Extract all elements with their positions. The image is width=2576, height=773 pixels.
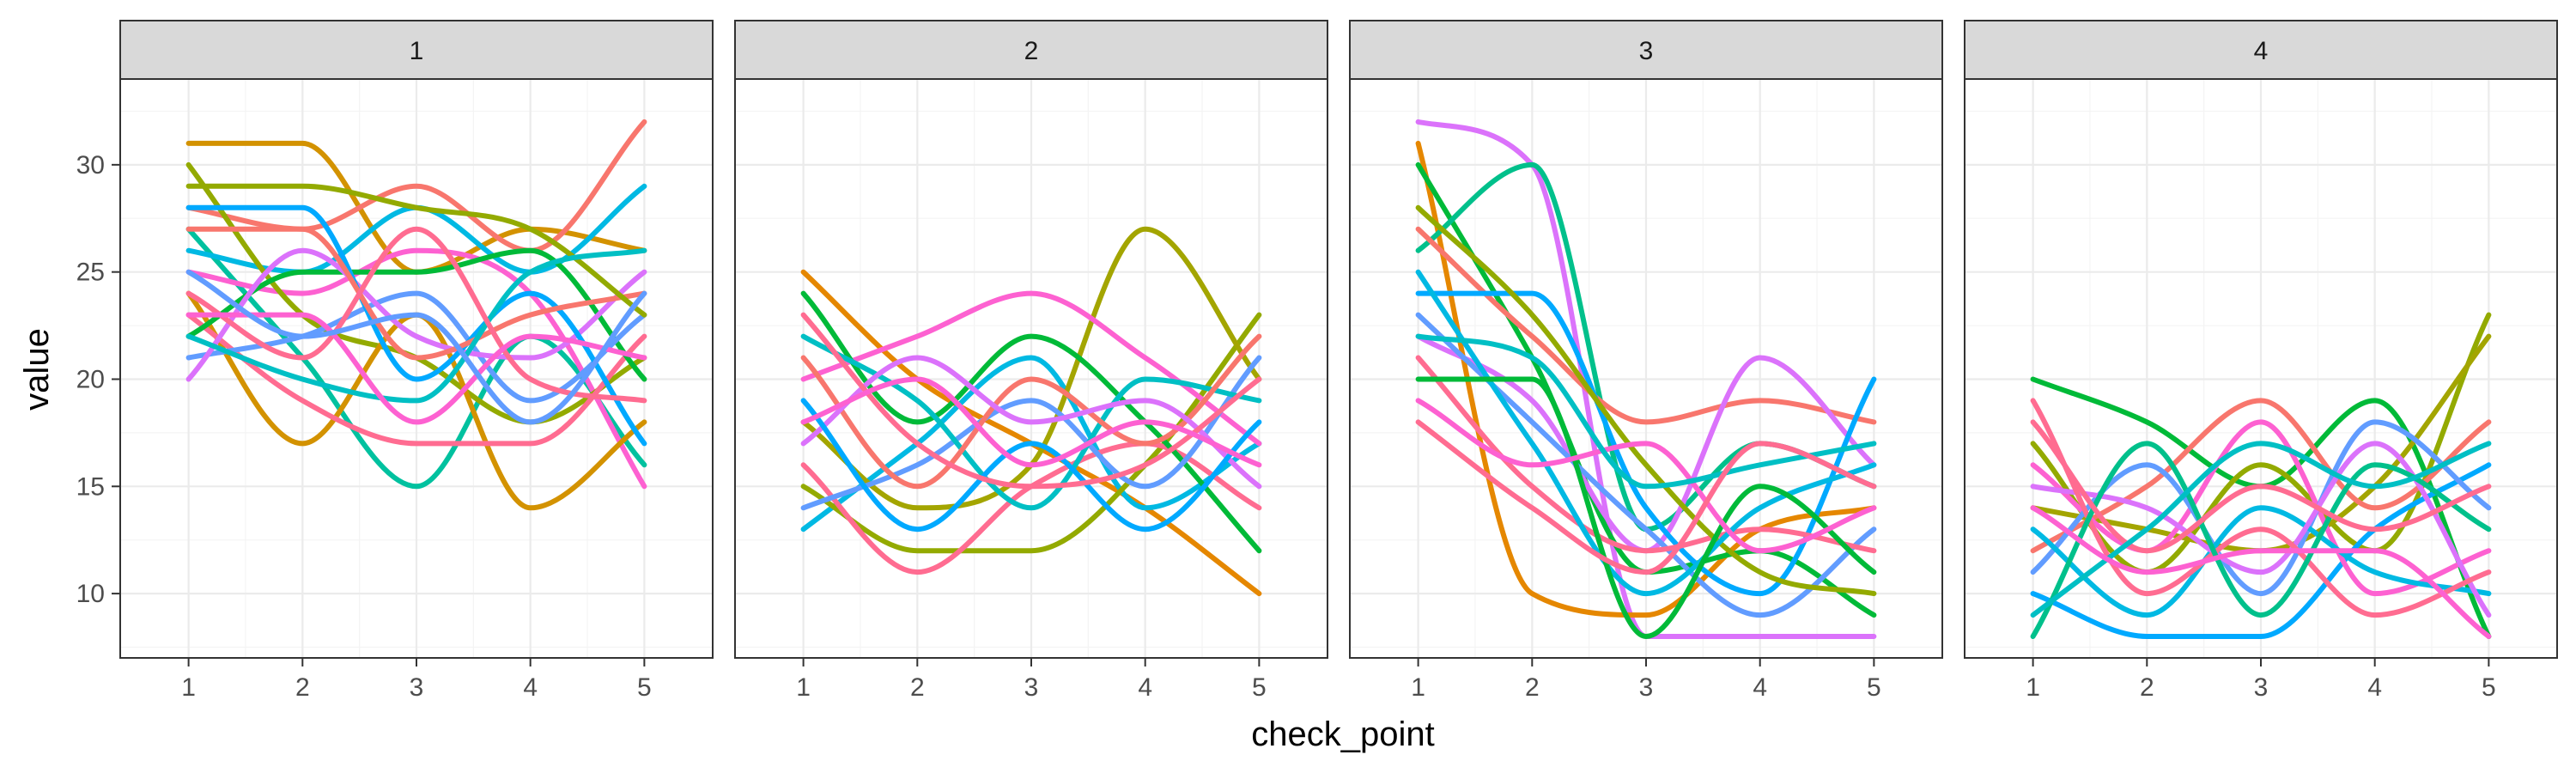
x-tick-label: 1 bbox=[796, 673, 811, 702]
series-line bbox=[800, 312, 1262, 490]
x-tick-label: 1 bbox=[181, 673, 196, 702]
panel-3: 3 1 2 3 4 5 bbox=[1349, 20, 1943, 702]
series-line bbox=[1415, 161, 1877, 618]
series-group bbox=[800, 226, 1262, 597]
x-tick-label: 2 bbox=[1525, 673, 1540, 702]
series-line bbox=[1415, 204, 1877, 597]
series-line bbox=[2030, 398, 2492, 618]
facet-strip bbox=[1964, 20, 2558, 80]
series-line bbox=[800, 376, 1262, 468]
series-line bbox=[2030, 505, 2492, 618]
series-line bbox=[185, 226, 647, 404]
series-line bbox=[185, 290, 647, 404]
panel-1: 1 1 2 3 4 5 10 15 20 25 30 bbox=[76, 20, 714, 702]
x-tick-label: 2 bbox=[2140, 673, 2154, 702]
series-line bbox=[800, 226, 1262, 511]
x-tick-label: 2 bbox=[910, 673, 925, 702]
series-line bbox=[2030, 441, 2492, 618]
series-line bbox=[185, 226, 647, 361]
x-tick-label: 5 bbox=[637, 673, 652, 702]
series-line bbox=[2030, 441, 2492, 618]
facet-strip bbox=[1349, 20, 1943, 80]
facet-strip-label: 2 bbox=[1024, 37, 1039, 65]
series-line bbox=[2030, 398, 2492, 554]
facet-strip-label: 4 bbox=[2254, 37, 2269, 65]
y-tick-label: 10 bbox=[76, 580, 105, 608]
series-line bbox=[1415, 140, 1877, 618]
series-line bbox=[800, 355, 1262, 533]
y-tick-label: 15 bbox=[76, 472, 105, 501]
series-line bbox=[800, 333, 1262, 511]
x-tick-label: 2 bbox=[295, 673, 310, 702]
panel-4: 4 1 2 3 4 5 bbox=[1964, 20, 2558, 702]
series-line bbox=[185, 312, 647, 425]
x-tick-label: 4 bbox=[1753, 673, 1767, 702]
facet-strip-label: 1 bbox=[410, 37, 424, 65]
y-tick-label: 25 bbox=[76, 259, 105, 287]
series-line bbox=[185, 269, 647, 425]
series-line bbox=[1415, 119, 1877, 640]
series-group bbox=[185, 119, 647, 511]
x-tick-label: 3 bbox=[410, 673, 424, 702]
x-tick-label: 5 bbox=[1867, 673, 1881, 702]
series-line bbox=[1415, 226, 1877, 425]
series-line bbox=[185, 247, 647, 382]
x-tick-label: 4 bbox=[1138, 673, 1152, 702]
series-line bbox=[185, 204, 647, 447]
series-line bbox=[800, 333, 1262, 490]
x-tick-label: 3 bbox=[1639, 673, 1654, 702]
x-axis-title: check_point bbox=[1251, 715, 1434, 753]
x-tick-label: 3 bbox=[2254, 673, 2269, 702]
series-line bbox=[2030, 419, 2492, 597]
x-tick-label: 3 bbox=[1024, 673, 1039, 702]
series-line bbox=[185, 247, 647, 382]
series-line bbox=[1415, 419, 1877, 575]
series-line bbox=[1415, 355, 1877, 554]
series-line bbox=[185, 226, 647, 490]
x-tick-label: 1 bbox=[2026, 673, 2040, 702]
series-line bbox=[185, 312, 647, 447]
panels: 1 1 2 3 4 5 10 15 20 25 30 2 1 2 3 4 5 3 1 2 3 4 5 4 1 2 3 4 5 bbox=[76, 20, 2558, 702]
series-line bbox=[1415, 333, 1877, 490]
x-tick-label: 4 bbox=[2367, 673, 2382, 702]
x-tick-label: 1 bbox=[1411, 673, 1425, 702]
y-tick-label: 30 bbox=[76, 151, 105, 180]
series-line bbox=[2030, 419, 2492, 554]
series-group bbox=[1415, 119, 1877, 640]
facet-strip bbox=[734, 20, 1328, 80]
series-line bbox=[2030, 419, 2492, 597]
series-line bbox=[800, 312, 1262, 554]
x-tick-label: 5 bbox=[2482, 673, 2496, 702]
series-line bbox=[1415, 398, 1877, 554]
series-line bbox=[185, 247, 647, 404]
series-line bbox=[2030, 505, 2492, 639]
x-tick-label: 4 bbox=[523, 673, 538, 702]
series-line bbox=[1415, 376, 1877, 639]
x-tick-label: 5 bbox=[1252, 673, 1267, 702]
facet-strip bbox=[119, 20, 714, 80]
series-line bbox=[2030, 462, 2492, 640]
series-line bbox=[800, 398, 1262, 533]
series-line bbox=[185, 183, 647, 318]
facet-strip-label: 3 bbox=[1639, 37, 1654, 65]
series-line bbox=[800, 355, 1262, 490]
panel-2: 2 1 2 3 4 5 bbox=[734, 20, 1328, 702]
y-tick-label: 20 bbox=[76, 365, 105, 393]
series-group bbox=[2030, 312, 2492, 640]
series-line bbox=[2030, 441, 2492, 639]
y-axis-title: value bbox=[18, 328, 56, 411]
